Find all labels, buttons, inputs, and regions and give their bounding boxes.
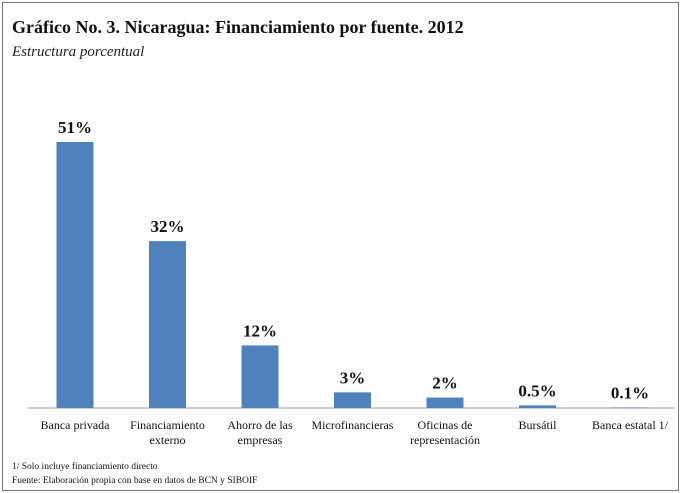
bar (56, 142, 94, 408)
bar (611, 407, 649, 408)
value-label: 0.5% (518, 381, 556, 400)
x-tick-label: Ahorro de las empresas (227, 418, 293, 447)
value-label: 12% (243, 321, 277, 340)
value-label: 2% (432, 374, 458, 393)
bar (334, 392, 371, 408)
value-label: 32% (151, 217, 185, 236)
x-tick-label: Banca estatal 1/ (592, 418, 668, 432)
x-tick-label: Bursátil (518, 418, 557, 432)
bar (426, 397, 464, 408)
x-tick-label: Financiamiento externo (130, 418, 205, 447)
bar (519, 405, 556, 408)
footnote: 1/ Solo incluye financiamiento directo (12, 462, 158, 472)
x-tick-label: Microfinancieras (311, 418, 394, 432)
chart-subtitle: Estructura porcentual (12, 44, 145, 60)
bar (241, 345, 279, 408)
bar (149, 241, 186, 408)
value-label: 51% (58, 118, 92, 137)
value-label: 0.1% (611, 383, 649, 402)
chart-title: Gráfico No. 3. Nicaragua: Financiamiento… (12, 17, 464, 37)
x-tick-label: Oficinas de representación (410, 418, 480, 447)
value-label: 3% (340, 368, 366, 387)
source-note: Fuente: Elaboración propia con base en d… (12, 476, 258, 486)
x-tick-label: Banca privada (40, 418, 110, 432)
